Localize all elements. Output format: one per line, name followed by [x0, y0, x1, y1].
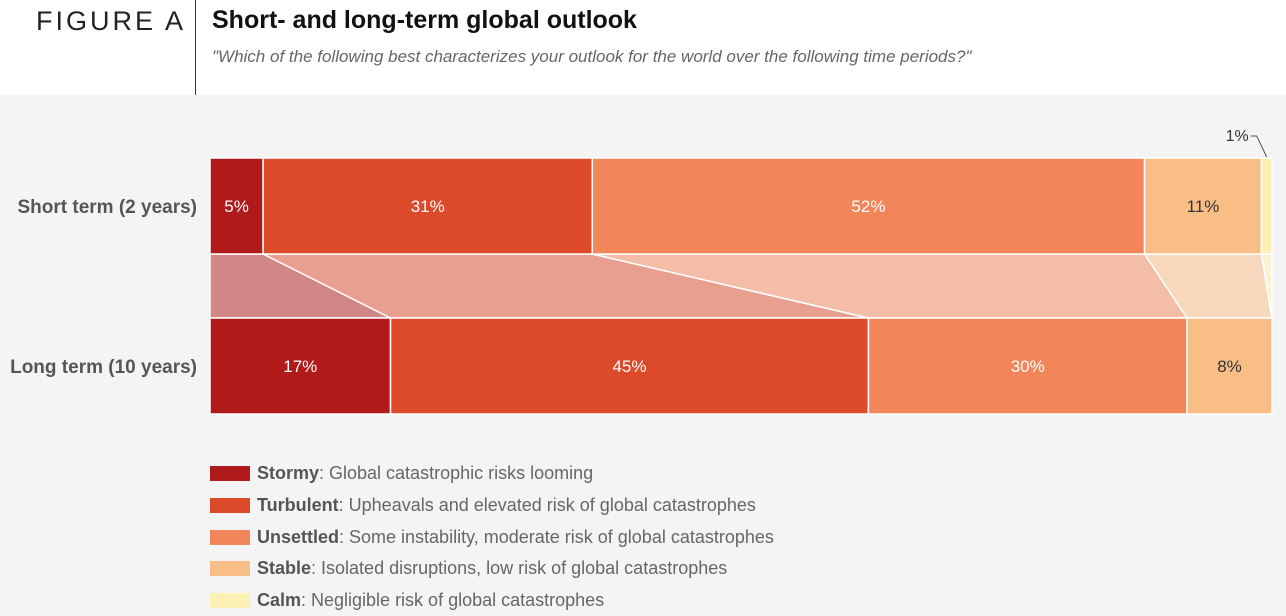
data-label-stormy: 17%	[283, 357, 317, 376]
figure-header: FIGURE A Short- and long-term global out…	[0, 0, 1286, 95]
bar-segment-turbulent	[389, 317, 870, 415]
legend-swatch-stable	[210, 561, 250, 577]
legend-name-turbulent: Turbulent	[257, 495, 339, 516]
callout-leader-calm	[1250, 135, 1268, 158]
bar-segment-unsettled	[591, 157, 1146, 255]
legend-swatch-calm	[210, 593, 250, 609]
legend-desc-unsettled: : Some instability, moderate risk of glo…	[339, 526, 774, 547]
legend-item-unsettled: Unsettled: Some instability, moderate ri…	[210, 521, 774, 553]
category-label: Long term (10 years)	[10, 357, 197, 378]
bar-segment-turbulent	[262, 157, 594, 255]
bar-segment-stormy	[209, 317, 392, 415]
legend-item-stable: Stable: Isolated disruptions, low risk o…	[210, 553, 774, 585]
bar-segment-calm	[1260, 157, 1273, 255]
legend-item-calm: Calm: Negligible risk of global catastro…	[210, 585, 774, 616]
legend-item-stormy: Stormy: Global catastrophic risks loomin…	[210, 458, 774, 490]
legend-name-unsettled: Unsettled	[257, 526, 340, 547]
bar-segment-unsettled	[867, 317, 1188, 415]
data-label-stable: 8%	[1217, 357, 1242, 376]
legend-desc-turbulent: : Upheavals and elevated risk of global …	[338, 495, 756, 516]
data-label-unsettled: 30%	[1011, 357, 1045, 376]
legend-desc-stormy: : Global catastrophic risks looming	[319, 463, 594, 484]
data-label-stormy: 5%	[224, 197, 249, 216]
category-label: Short term (2 years)	[17, 197, 197, 218]
bar-segment-stable	[1186, 317, 1273, 415]
data-label-stable: 11%	[1187, 197, 1220, 216]
legend-name-calm: Calm	[257, 590, 302, 611]
data-label-unsettled: 52%	[851, 197, 885, 216]
legend-swatch-turbulent	[210, 498, 250, 514]
data-label-turbulent: 45%	[612, 357, 646, 376]
chart-title: Short- and long-term global outlook	[212, 6, 637, 34]
legend-swatch-stormy	[210, 466, 250, 482]
legend-name-stable: Stable	[257, 558, 312, 579]
legend-desc-stable: : Isolated disruptions, low risk of glob…	[311, 558, 728, 579]
figure-label: FIGURE A	[36, 6, 187, 36]
data-label-calm: 1%	[1226, 128, 1249, 145]
chart-subtitle: "Which of the following best characteriz…	[212, 47, 972, 66]
chart-legend: Stormy: Global catastrophic risks loomin…	[210, 458, 774, 616]
header-divider	[195, 0, 196, 95]
data-label-turbulent: 31%	[411, 197, 445, 216]
legend-swatch-unsettled	[210, 529, 250, 545]
legend-name-stormy: Stormy	[257, 463, 320, 484]
legend-item-turbulent: Turbulent: Upheavals and elevated risk o…	[210, 490, 774, 522]
legend-desc-calm: : Negligible risk of global catastrophes	[301, 590, 605, 611]
